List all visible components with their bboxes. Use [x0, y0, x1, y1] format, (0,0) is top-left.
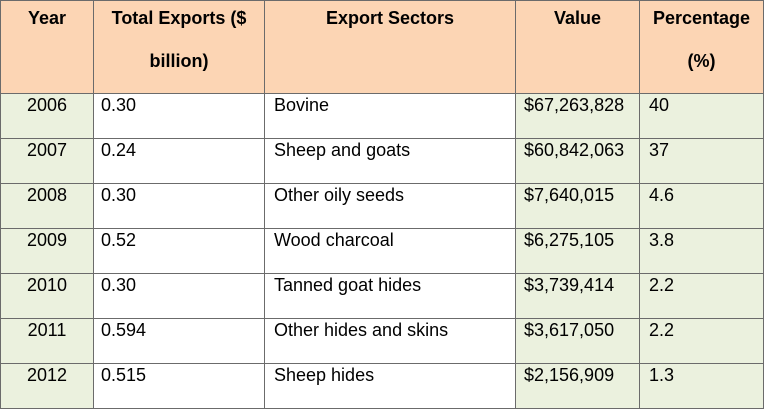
header-value-label: Value: [553, 8, 602, 28]
table-header: Year Total Exports ($ billion) Export Se…: [0, 0, 764, 94]
cell-export-sector: Tanned goat hides: [264, 273, 516, 319]
cell-total-exports: 0.30: [93, 183, 265, 229]
cell-year: 2009: [0, 228, 94, 274]
cell-export-sector: Other hides and skins: [264, 318, 516, 364]
cell-value: $67,263,828: [515, 93, 640, 139]
cell-percentage: 1.3: [639, 363, 764, 409]
cell-value: $3,617,050: [515, 318, 640, 364]
cell-year: 2006: [0, 93, 94, 139]
header-export-sectors-label: Export Sectors: [325, 8, 455, 28]
cell-export-sector: Sheep and goats: [264, 138, 516, 184]
header-year-label: Year: [27, 8, 67, 28]
cell-value: $2,156,909: [515, 363, 640, 409]
header-percentage: Percentage (%): [639, 0, 764, 94]
table-row: 2006 0.30 Bovine $67,263,828 40: [0, 93, 764, 139]
table-row: 2012 0.515 Sheep hides $2,156,909 1.3: [0, 363, 764, 409]
cell-total-exports: 0.515: [93, 363, 265, 409]
header-value: Value: [515, 0, 640, 94]
cell-percentage: 4.6: [639, 183, 764, 229]
table-body: 2006 0.30 Bovine $67,263,828 40 2007 0.2…: [0, 93, 764, 409]
cell-year: 2011: [0, 318, 94, 364]
cell-total-exports: 0.24: [93, 138, 265, 184]
cell-year: 2012: [0, 363, 94, 409]
table-row: 2009 0.52 Wood charcoal $6,275,105 3.8: [0, 228, 764, 274]
header-total-exports-line2: billion): [149, 51, 209, 71]
cell-value: $6,275,105: [515, 228, 640, 274]
header-export-sectors: Export Sectors: [264, 0, 516, 94]
cell-total-exports: 0.30: [93, 273, 265, 319]
cell-percentage: 37: [639, 138, 764, 184]
cell-value: $7,640,015: [515, 183, 640, 229]
cell-percentage: 40: [639, 93, 764, 139]
cell-export-sector: Other oily seeds: [264, 183, 516, 229]
header-row: Year Total Exports ($ billion) Export Se…: [0, 0, 764, 94]
cell-total-exports: 0.30: [93, 93, 265, 139]
table-row: 2007 0.24 Sheep and goats $60,842,063 37: [0, 138, 764, 184]
header-percentage-line1: Percentage: [652, 8, 751, 28]
cell-percentage: 3.8: [639, 228, 764, 274]
header-percentage-line2: (%): [687, 51, 716, 71]
cell-export-sector: Wood charcoal: [264, 228, 516, 274]
cell-year: 2010: [0, 273, 94, 319]
cell-total-exports: 0.52: [93, 228, 265, 274]
cell-year: 2007: [0, 138, 94, 184]
cell-percentage: 2.2: [639, 318, 764, 364]
cell-export-sector: Bovine: [264, 93, 516, 139]
header-year: Year: [0, 0, 94, 94]
cell-export-sector: Sheep hides: [264, 363, 516, 409]
cell-total-exports: 0.594: [93, 318, 265, 364]
header-total-exports: Total Exports ($ billion): [93, 0, 265, 94]
header-total-exports-line1: Total Exports ($: [111, 8, 247, 28]
cell-percentage: 2.2: [639, 273, 764, 319]
cell-value: $3,739,414: [515, 273, 640, 319]
table-row: 2008 0.30 Other oily seeds $7,640,015 4.…: [0, 183, 764, 229]
cell-year: 2008: [0, 183, 94, 229]
table-row: 2010 0.30 Tanned goat hides $3,739,414 2…: [0, 273, 764, 319]
table-row: 2011 0.594 Other hides and skins $3,617,…: [0, 318, 764, 364]
cell-value: $60,842,063: [515, 138, 640, 184]
